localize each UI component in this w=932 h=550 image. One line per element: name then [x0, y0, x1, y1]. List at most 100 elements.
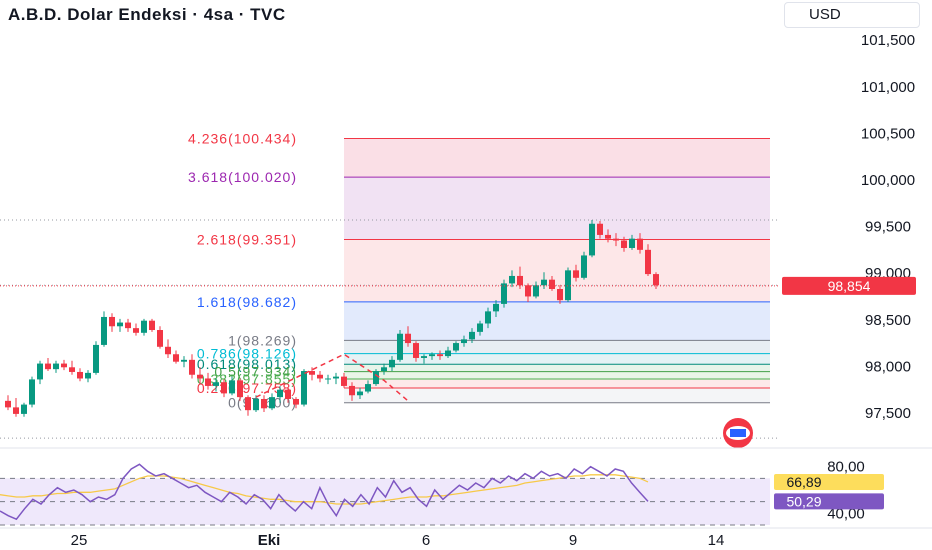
candle-body: [405, 333, 411, 344]
y-tick-label: 98,000: [865, 358, 911, 375]
candle-body: [13, 407, 19, 414]
candle-body: [341, 376, 347, 386]
candle-body: [85, 372, 91, 379]
candle-body: [581, 255, 587, 278]
candle-body: [509, 275, 515, 284]
candle-body: [309, 371, 315, 375]
candle-body: [605, 234, 611, 239]
candle-body: [237, 380, 243, 398]
candle-body: [213, 382, 219, 386]
x-tick-label: 6: [422, 532, 430, 549]
fib-zone: [344, 138, 770, 178]
candle-body: [157, 330, 163, 347]
candle-body: [637, 238, 643, 250]
candle-body: [285, 389, 291, 399]
candle-body: [453, 343, 459, 351]
candle-body: [325, 378, 331, 380]
candle-body: [525, 285, 531, 297]
y-tick-label: 98,500: [865, 312, 911, 329]
currency-button[interactable]: USD: [784, 2, 920, 28]
candle-body: [493, 303, 499, 312]
x-tick-label: Eki: [258, 532, 281, 549]
candle-body: [413, 343, 419, 358]
candle-body: [565, 270, 571, 301]
rsi-ma-label: 66,89: [786, 474, 821, 490]
chart-title: A.B.D. Dolar Endeksi · 4sa · TVC: [8, 5, 286, 24]
candle-body: [397, 333, 403, 360]
candle-body: [77, 371, 83, 379]
fib-zone: [344, 371, 770, 379]
candle-body: [269, 397, 275, 409]
candle-body: [141, 320, 147, 333]
candle-body: [389, 359, 395, 368]
candle-body: [93, 344, 99, 373]
candle-body: [261, 398, 267, 409]
candle-body: [445, 350, 451, 357]
x-tick-label: 14: [708, 532, 725, 549]
current-price-label: 98,854: [828, 278, 871, 294]
x-tick-label: 9: [569, 532, 577, 549]
candle-body: [277, 389, 283, 398]
candle-body: [165, 346, 171, 355]
candle-body: [173, 354, 179, 362]
fib-label: 0.618(98.013): [197, 356, 297, 372]
fib-label: 0.786(98.126): [197, 346, 297, 362]
fib-label: 3.618(100.020): [188, 169, 297, 185]
fib-zone: [344, 364, 770, 372]
candle-body: [517, 275, 523, 286]
candle-body: [613, 238, 619, 241]
candle-body: [245, 397, 251, 411]
candle-body: [477, 323, 483, 332]
candle-body: [125, 322, 131, 329]
candle-body: [101, 316, 107, 345]
candle-body: [189, 359, 195, 375]
candle-body: [293, 398, 299, 405]
candle-body: [29, 379, 35, 405]
candle-body: [645, 249, 651, 275]
candle-body: [373, 371, 379, 385]
candle-body: [205, 378, 211, 386]
candle-body: [621, 240, 627, 248]
candle-body: [45, 363, 51, 370]
projection-path: [255, 353, 409, 402]
fib-label: 1.618(98.682): [197, 294, 297, 310]
current-price-badge: [782, 276, 916, 295]
fib-zone: [344, 378, 770, 388]
candle-body: [365, 384, 371, 392]
candle-body: [301, 371, 307, 405]
y-tick-label: 101,500: [861, 32, 915, 49]
candle-body: [421, 356, 427, 358]
fib-label: 4.236(100.434): [188, 131, 297, 147]
candle-body: [589, 223, 595, 256]
x-tick-label: 25: [71, 532, 88, 549]
candle-body: [149, 320, 155, 331]
candle-body: [181, 359, 187, 362]
candle-body: [109, 316, 115, 327]
rsi-ma-badge: [774, 473, 884, 490]
y-tick-label: 100,500: [861, 125, 915, 142]
candle-body: [501, 283, 507, 304]
candle-body: [221, 382, 227, 394]
candle-body: [53, 363, 59, 370]
candle-body: [349, 385, 355, 396]
fib-zone: [344, 340, 770, 354]
fib-zone: [344, 353, 770, 365]
rsi-tick-label: 40,00: [827, 505, 865, 522]
fib-label: 0.5(97.934): [214, 364, 297, 380]
candle-body: [5, 400, 11, 408]
candle-body: [381, 367, 387, 372]
candle-body: [317, 374, 323, 379]
candle-body: [557, 288, 563, 301]
candle-body: [461, 339, 467, 344]
candle-body: [69, 367, 75, 372]
candle-body: [61, 363, 67, 368]
candle-body: [485, 311, 491, 324]
rsi-line: [0, 463, 649, 521]
candle-body: [653, 274, 659, 286]
candle-body: [549, 279, 555, 289]
candle-body: [597, 223, 603, 235]
candle-body: [133, 328, 139, 333]
candle-body: [437, 354, 443, 357]
fib-zone: [344, 177, 770, 240]
